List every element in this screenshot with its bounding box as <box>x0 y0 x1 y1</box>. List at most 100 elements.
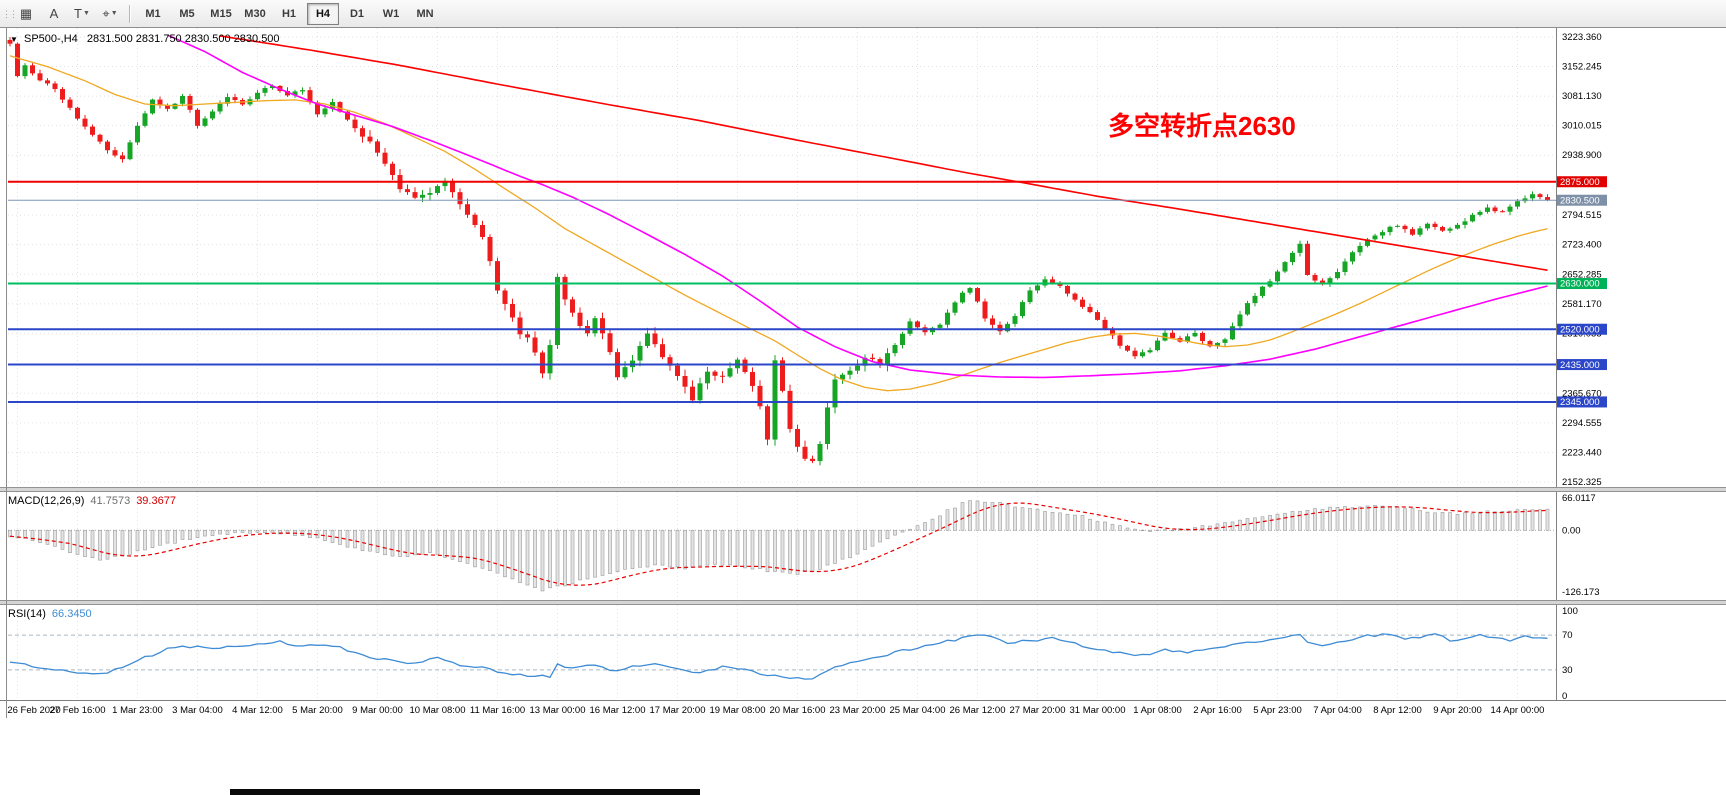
timeframe-button-h1[interactable]: H1 <box>281 7 297 20</box>
time-axis-label: 16 Mar 12:00 <box>590 705 646 716</box>
price-axis-label: 2581.170 <box>1562 299 1602 310</box>
time-axis-label: 25 Mar 04:00 <box>890 705 946 716</box>
timeframe-button-mn[interactable]: MN <box>416 7 434 20</box>
price-axis-label: 3010.015 <box>1562 121 1602 132</box>
time-axis-label: 31 Mar 00:00 <box>1070 705 1126 716</box>
price-badge-label: 2345.000 <box>1560 397 1600 408</box>
price-badge-box <box>1557 176 1607 188</box>
time-axis-label: 13 Mar 00:00 <box>530 705 586 716</box>
main-chart-panel: 3223.360 3152.245 3081.130 3010.015 2938.900… <box>0 28 1726 487</box>
time-axis-label: 11 Mar 16:00 <box>470 705 525 716</box>
panel-splitter[interactable] <box>0 600 1726 605</box>
toolbar: ⋮⋮ ▦ A T ▼ ⌖ ▼ M1 M5 M15 M30 H1 H4 D1 W1 MN <box>0 0 1726 28</box>
time-axis-label: 27 Feb 16:00 <box>50 705 106 716</box>
price-badge-label: 2875.000 <box>1560 177 1600 188</box>
main-chart[interactable]: 3223.360 3152.245 3081.130 3010.015 2938.900… <box>0 28 1726 487</box>
crosshair-tool-icon[interactable]: ⌖ ▼ <box>97 2 123 26</box>
price-axis-label: 2294.555 <box>1562 418 1602 429</box>
macd-axis-label: 0.00 <box>1562 525 1581 536</box>
chart-symbol-period: SP500-,H4 <box>23 33 78 45</box>
text-tool-icon: T <box>74 6 82 21</box>
time-axis-label: 7 Apr 04:00 <box>1313 705 1362 716</box>
rsi-panel: 100 70 30 0 RSI(14) 66.3450 <box>0 605 1726 700</box>
price-badge-label: 2830.500 <box>1560 195 1600 206</box>
ma-mid-magenta <box>167 34 1548 379</box>
rsi-axis-label: 30 <box>1562 665 1573 676</box>
horizontal-lines-layer <box>8 180 1556 403</box>
macd-axis-label: -126.173 <box>1562 587 1600 598</box>
time-axis-label: 23 Mar 20:00 <box>830 705 886 716</box>
price-axis-label: 2652.285 <box>1562 269 1602 280</box>
macd-signal-line <box>9 502 1548 586</box>
time-axis-label: 9 Apr 20:00 <box>1433 705 1482 716</box>
price-badge-box <box>1557 278 1607 290</box>
rsi-axis-label: 70 <box>1562 630 1573 641</box>
price-badge-box <box>1557 323 1607 335</box>
timeframe-button-m5[interactable]: M5 <box>179 7 195 20</box>
main-grid-layer <box>8 28 1556 487</box>
price-axis-label: 2365.670 <box>1562 388 1602 399</box>
price-axis-label: 2938.900 <box>1562 150 1602 161</box>
time-axis-label: 19 Mar 08:00 <box>710 705 766 716</box>
price-axis-label: 3152.245 <box>1562 62 1602 73</box>
price-axis-label: 3081.130 <box>1562 91 1602 102</box>
time-axis-label: 27 Mar 20:00 <box>1010 705 1066 716</box>
rsi-axis[interactable]: 100 70 30 0 <box>1556 605 1578 700</box>
time-axis-label: 10 Mar 08:00 <box>410 705 466 716</box>
chart-text-annotation[interactable]: 多空转折点2630 <box>1108 111 1296 141</box>
price-axis-label: 2794.515 <box>1562 210 1602 221</box>
macd-chart[interactable]: 66.0117 0.00 -126.173 <box>0 492 1726 600</box>
rsi-axis-label: 100 <box>1562 606 1578 617</box>
price-axis[interactable]: 3223.360 3152.245 3081.130 3010.015 2938.900… <box>1556 28 1608 487</box>
rsi-line <box>9 633 1548 680</box>
panel-splitter[interactable] <box>0 487 1726 492</box>
time-axis-label: 1 Mar 23:00 <box>112 705 163 716</box>
time-axis-label: 20 Mar 16:00 <box>770 705 826 716</box>
ma-slow-red <box>219 35 1548 271</box>
chart-left-border <box>6 28 7 718</box>
price-badge-box <box>1557 194 1607 206</box>
price-badge-box <box>1557 359 1607 371</box>
time-axis-label: 9 Mar 00:00 <box>352 705 403 716</box>
time-axis-label: 26 Feb 2020 <box>7 705 60 716</box>
timeframe-button-m30[interactable]: M30 <box>244 7 266 20</box>
time-axis-label: 8 Apr 12:00 <box>1373 705 1422 716</box>
bottom-area <box>0 718 1726 795</box>
crosshair-tool-icon: ⌖ <box>102 5 110 21</box>
timeframe-button-m1[interactable]: M1 <box>145 7 161 20</box>
time-axis[interactable]: 26 Feb 2020 27 Feb 16:00 1 Mar 23:00 3 Mar … <box>0 700 1726 718</box>
windows-grid-icon[interactable]: ▦ <box>13 2 39 26</box>
macd-axis[interactable]: 66.0117 0.00 -126.173 <box>1556 492 1600 600</box>
timeframe-button-m15[interactable]: M15 <box>210 7 232 20</box>
price-badge-box <box>1557 396 1607 408</box>
time-axis-label: 5 Apr 23:00 <box>1253 705 1302 716</box>
toolbar-separator <box>129 4 131 23</box>
font-tool-icon: A <box>49 6 59 21</box>
time-axis-label: 3 Mar 04:00 <box>172 705 223 716</box>
macd-label: MACD(12,26,9) 41.7573 39.3677 <box>8 495 176 507</box>
timeframe-button-d1[interactable]: D1 <box>349 7 365 20</box>
ma-fast-orange <box>9 55 1548 392</box>
timeframe-button-h4[interactable]: H4 <box>307 2 339 25</box>
rsi-name: RSI(14) <box>8 608 46 620</box>
toolbar-grip-icon[interactable]: ⋮⋮ <box>2 8 18 19</box>
timeframe-button-w1[interactable]: W1 <box>382 7 400 20</box>
time-axis-label: 1 Apr 08:00 <box>1133 705 1182 716</box>
macd-name: MACD(12,26,9) <box>8 495 85 507</box>
time-axis-label: 2 Apr 16:00 <box>1193 705 1242 716</box>
windows-grid-icon: ▦ <box>19 5 33 21</box>
chart-ohlc: 2831.500 2831.750 2830.500 2830.500 <box>86 33 280 45</box>
rsi-label: RSI(14) 66.3450 <box>8 608 92 620</box>
macd-histogram <box>8 500 1550 592</box>
price-axis-label: 2723.400 <box>1562 240 1602 251</box>
rsi-chart[interactable]: 100 70 30 0 <box>0 605 1726 700</box>
price-axis-label: 3223.360 <box>1562 32 1602 43</box>
chart-symbol-header: ▼ SP500-,H4 2831.500 2831.750 2830.500 2… <box>10 33 280 45</box>
font-tool-icon[interactable]: A <box>41 2 67 26</box>
macd-value: 41.7573 <box>90 495 131 507</box>
text-tool-icon[interactable]: T ▼ <box>69 2 95 26</box>
price-axis-label: 2152.325 <box>1562 477 1602 487</box>
time-axis-label: 5 Mar 20:00 <box>292 705 343 716</box>
